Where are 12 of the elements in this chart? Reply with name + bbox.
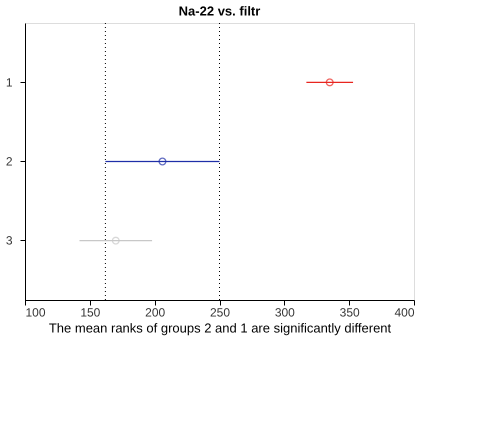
x-axis-title: The mean ranks of groups 2 and 1 are significantly different [48, 320, 392, 336]
y-tick-label: 1 [6, 75, 13, 90]
x-tick-label: 250 [210, 306, 230, 320]
y-tick-label: 2 [6, 154, 13, 168]
x-tick-label: 300 [274, 306, 296, 320]
x-tick-label: 100 [26, 306, 46, 320]
y-tick-label: 3 [6, 234, 13, 248]
chart-title: Na-22 vs. filtr [178, 4, 260, 18]
x-tick-label: 200 [145, 306, 166, 320]
x-tick-label: 400 [394, 306, 415, 320]
x-tick-label: 150 [80, 306, 101, 320]
x-tick-label: 350 [340, 306, 360, 320]
